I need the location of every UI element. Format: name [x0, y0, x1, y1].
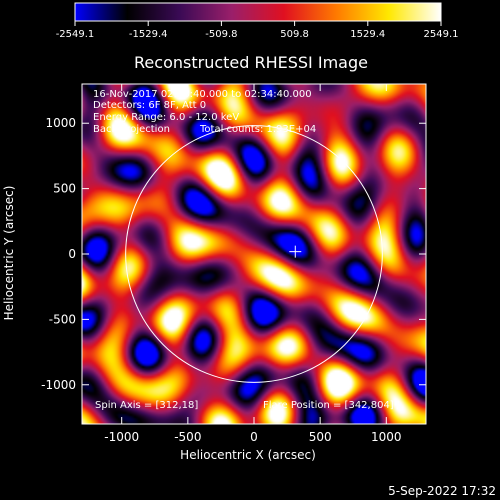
plot-area: -1000 -500 0 500 1000 -1000 -500 0 500 1000 [41, 83, 427, 444]
colorbar-tick-label: 509.8 [280, 29, 309, 40]
y-tick-label: 1000 [45, 116, 76, 130]
heatmap-image [82, 84, 426, 424]
solar-limb-circle [125, 125, 383, 383]
energy-range-label: Energy Range: 6.0 - 12.0 keV [93, 112, 239, 123]
colorbar: -2549.1 -1529.4 -509.8 509.8 1529.4 2549.1 [56, 2, 459, 40]
y-tick-label: -500 [49, 312, 76, 326]
flare-position-label: Flare Position = [342,804] [263, 400, 394, 411]
time-range-label: 16-Nov-2017 02:28:40.000 to 02:34:40.000 [93, 89, 312, 100]
spin-axis-label: Spin Axis = [312,18] [95, 400, 198, 411]
colorbar-ticks: -2549.1 -1529.4 -509.8 509.8 1529.4 2549.1 [56, 21, 459, 40]
colorbar-tick-label: -2549.1 [56, 29, 95, 40]
chart-title: Reconstructed RHESSI Image [134, 53, 368, 72]
x-tick-label: 500 [309, 430, 332, 444]
colorbar-bar [74, 2, 442, 22]
flare-position-marker [289, 245, 302, 258]
x-axis-label: Heliocentric X (arcsec) [180, 448, 316, 462]
y-tick-label: 0 [68, 247, 76, 261]
total-counts-label: Total counts: 1.93E+04 [199, 124, 316, 135]
y-tick-label: 500 [53, 182, 76, 196]
colorbar-tick-label: 1529.4 [350, 29, 385, 40]
x-axis-ticks: -1000 -500 0 500 1000 [104, 84, 402, 444]
render-timestamp: 5-Sep-2022 17:32 [388, 484, 496, 498]
x-tick-label: 1000 [371, 430, 402, 444]
colorbar-tick-label: -509.8 [205, 29, 237, 40]
colorbar-tick-label: 2549.1 [424, 29, 459, 40]
x-tick-label: 0 [250, 430, 258, 444]
x-tick-label: -500 [174, 430, 201, 444]
colorbar-tick-label: -1529.4 [129, 29, 168, 40]
detectors-label: Detectors: 6F 8F, Att 0 [93, 100, 206, 111]
x-tick-label: -1000 [104, 430, 139, 444]
y-axis-ticks: -1000 -500 0 500 1000 [41, 116, 426, 392]
plot-annotations: 16-Nov-2017 02:28:40.000 to 02:34:40.000… [93, 89, 394, 411]
y-axis-label: Heliocentric Y (arcsec) [2, 186, 16, 321]
method-label: Back Projection [93, 124, 170, 135]
y-tick-label: -1000 [41, 378, 76, 392]
